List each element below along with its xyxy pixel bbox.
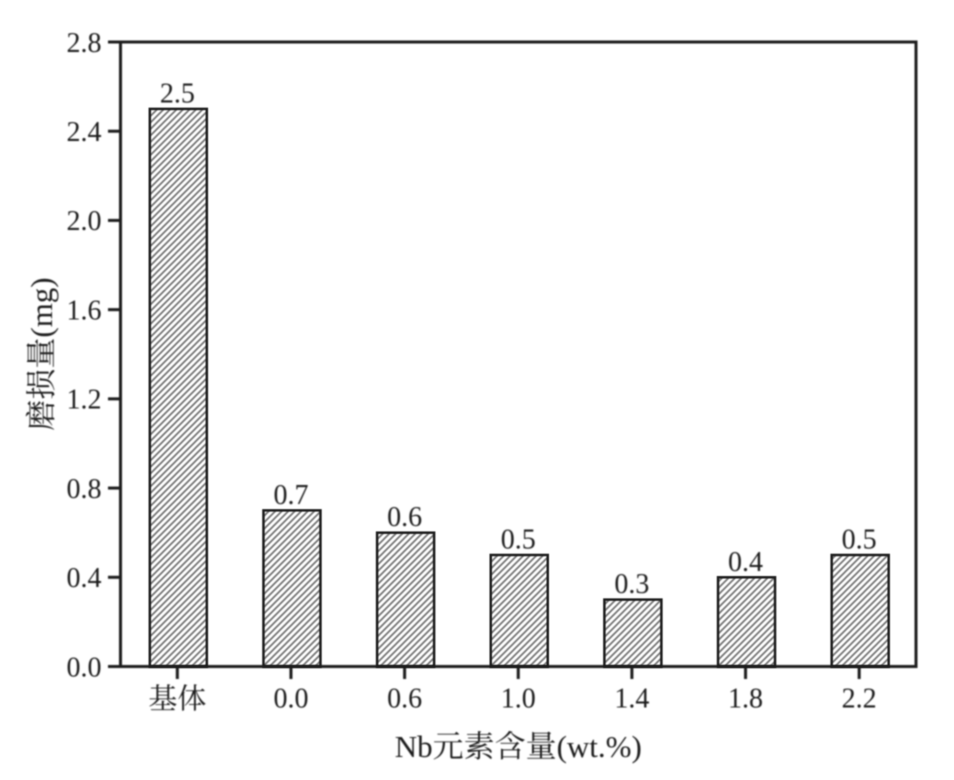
- svg-text:2.2: 2.2: [842, 684, 877, 715]
- svg-text:0.6: 0.6: [387, 684, 422, 715]
- svg-text:1.6: 1.6: [67, 295, 102, 326]
- svg-text:0.8: 0.8: [67, 474, 102, 505]
- svg-text:0.5: 0.5: [842, 524, 877, 555]
- svg-text:1.8: 1.8: [728, 684, 763, 715]
- svg-text:2.0: 2.0: [67, 206, 102, 237]
- svg-text:0.5: 0.5: [501, 524, 536, 555]
- svg-text:0.4: 0.4: [67, 563, 102, 594]
- svg-text:Nb: Nb: [395, 729, 433, 764]
- svg-text:(wt.%): (wt.%): [557, 729, 642, 764]
- svg-text:2.5: 2.5: [160, 78, 195, 109]
- svg-text:0.3: 0.3: [614, 569, 649, 600]
- svg-text:2.8: 2.8: [67, 28, 102, 59]
- svg-text:0.6: 0.6: [387, 502, 422, 533]
- svg-text:2.4: 2.4: [67, 117, 102, 148]
- svg-text:(mg): (mg): [24, 277, 59, 337]
- svg-text:1.4: 1.4: [614, 684, 649, 715]
- svg-text:0.7: 0.7: [273, 480, 308, 511]
- svg-text:1.2: 1.2: [67, 385, 102, 416]
- svg-text:0.4: 0.4: [728, 547, 763, 578]
- svg-text:1.0: 1.0: [501, 684, 536, 715]
- svg-text:0.0: 0.0: [273, 684, 308, 715]
- svg-text:0.0: 0.0: [67, 652, 102, 683]
